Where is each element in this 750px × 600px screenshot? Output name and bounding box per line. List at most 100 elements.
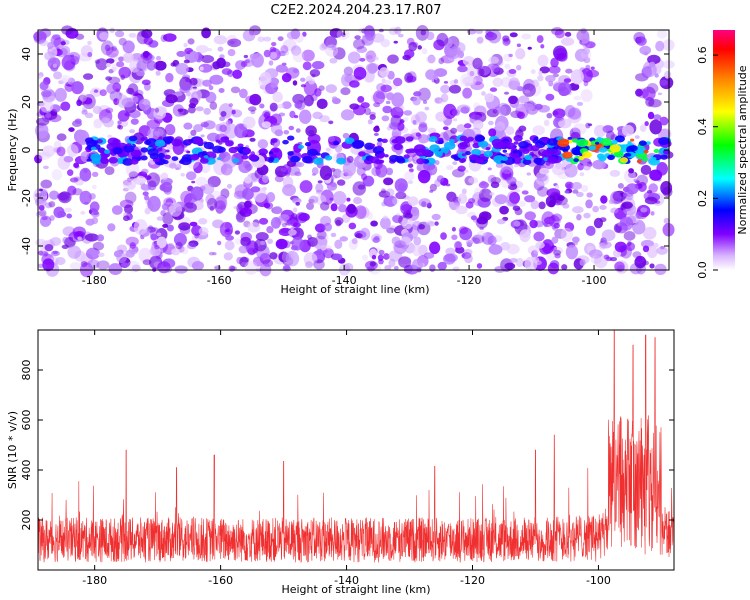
heatmap-band-cell — [638, 140, 647, 146]
heatmap-cell — [133, 175, 147, 185]
heatmap-cell — [201, 27, 211, 39]
heatmap-cell — [206, 132, 220, 142]
heatmap-cell — [359, 57, 366, 62]
heatmap-band-cell — [100, 157, 110, 165]
heatmap-cell — [164, 265, 173, 273]
heatmap-cell — [329, 57, 338, 64]
heatmap-band-cell — [344, 137, 355, 145]
heatmap-cell — [592, 159, 606, 170]
heatmap-cell — [573, 95, 582, 101]
heatmap-cell — [573, 240, 578, 246]
heatmap-cell — [452, 266, 460, 272]
heatmap-cell — [318, 85, 325, 92]
heatmap-band-cell — [524, 154, 533, 161]
heatmap-band-cell — [377, 137, 383, 142]
heatmap-cell — [69, 177, 79, 183]
heatmap-cell — [585, 199, 593, 209]
heatmap-cell — [320, 215, 332, 227]
heatmap-cell — [426, 202, 432, 209]
heatmap-cell — [614, 261, 625, 272]
heatmap-cell — [343, 262, 354, 272]
heatmap-cell — [243, 200, 252, 209]
heatmap-cell — [320, 245, 327, 251]
heatmap-cell — [60, 41, 66, 46]
heatmap-cell — [424, 106, 430, 111]
heatmap-cell — [51, 169, 63, 181]
heatmap-cell — [61, 244, 69, 250]
heatmap-cell — [294, 171, 302, 177]
heatmap-cell — [489, 192, 495, 196]
heatmap-cell — [107, 223, 116, 232]
heatmap-cell — [42, 145, 56, 157]
heatmap-cell — [218, 103, 233, 119]
heatmap-cell — [509, 191, 521, 204]
heatmap-cell — [205, 193, 215, 205]
heatmap-cell — [340, 109, 355, 121]
heatmap-band-cell — [421, 149, 432, 157]
heatmap-band-cell — [241, 154, 249, 160]
heatmap-cell — [166, 224, 174, 232]
colorbar-gradient — [713, 30, 735, 270]
heatmap-cell — [144, 194, 150, 201]
heatmap-cell — [207, 48, 213, 52]
heatmap-cell — [357, 95, 365, 103]
heatmap-cell — [259, 103, 265, 109]
heatmap-cell — [56, 146, 66, 157]
heatmap-cell — [263, 111, 271, 119]
heatmap-cell — [540, 44, 545, 49]
heatmap-cell — [479, 226, 484, 231]
heatmap-cell — [499, 205, 509, 215]
heatmap-band-cell — [381, 138, 388, 144]
heatmap-cell — [66, 169, 74, 177]
heatmap-band-cell — [594, 141, 600, 145]
heatmap-cell — [393, 240, 407, 255]
heatmap-band-cell — [220, 136, 230, 143]
heatmap-cell — [43, 165, 49, 170]
heatmap-cell — [440, 232, 447, 240]
heatmap-band-cell — [636, 159, 642, 164]
heatmap-cell — [190, 129, 197, 137]
heatmap-cell — [567, 107, 582, 120]
heatmap-cell — [39, 81, 49, 91]
heatmap-cell — [40, 251, 49, 257]
heatmap-cell — [434, 179, 442, 188]
heatmap-cell — [249, 137, 256, 142]
heatmap-band-cell — [122, 158, 134, 166]
heatmap-cell — [67, 245, 82, 259]
heatmap-cell — [515, 257, 524, 267]
heatmap-cell — [189, 97, 199, 106]
heatmap-cell — [470, 127, 481, 137]
heatmap-cell — [99, 32, 109, 41]
heatmap-cell — [143, 36, 153, 45]
heatmap-cell — [73, 162, 80, 168]
heatmap-cell — [200, 121, 209, 128]
heatmap-cell — [375, 164, 388, 178]
heatmap-band-cell — [248, 154, 258, 161]
heatmap-cell — [189, 221, 198, 227]
heatmap-cell — [269, 51, 278, 60]
heatmap-cell — [84, 233, 99, 242]
heatmap-cell — [303, 80, 318, 96]
heatmap-cell — [551, 246, 564, 255]
heatmap-cell — [495, 121, 506, 132]
heatmap-band-cell — [434, 151, 443, 158]
heatmap-band-cell — [228, 146, 238, 154]
heatmap-cell — [533, 231, 545, 242]
heatmap-band-cell — [336, 157, 347, 165]
heatmap-cell — [272, 206, 283, 215]
heatmap-cell — [590, 255, 602, 264]
heatmap-cell — [234, 230, 241, 235]
heatmap-band-cell — [287, 135, 295, 141]
heatmap-cell — [470, 215, 478, 221]
heatmap-cell — [394, 178, 408, 193]
heatmap-cell — [133, 219, 148, 236]
heatmap-cell — [302, 31, 307, 37]
heatmap-cell — [608, 199, 615, 205]
heatmap-cell — [146, 119, 161, 129]
heatmap-cell — [96, 234, 105, 242]
heatmap-cell — [79, 190, 92, 205]
heatmap-band-cell — [448, 138, 455, 144]
heatmap-cell — [453, 79, 459, 84]
heatmap-cell — [277, 103, 285, 109]
heatmap-cell — [242, 29, 256, 42]
